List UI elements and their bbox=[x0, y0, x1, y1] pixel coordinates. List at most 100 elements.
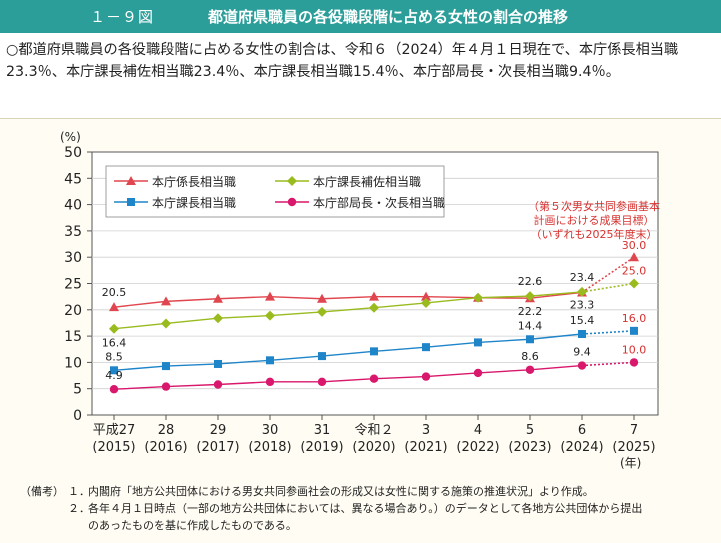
data-point-diamond bbox=[109, 323, 119, 334]
data-label: 4.9 bbox=[105, 369, 123, 382]
data-point-diamond bbox=[369, 302, 379, 313]
note-text-continued: のあったものを基に作成したものである。 bbox=[88, 519, 297, 532]
data-point-circle bbox=[577, 361, 587, 370]
x-tick-year-label: (2022) bbox=[456, 440, 499, 455]
data-label: 9.4 bbox=[573, 346, 591, 359]
data-point-square bbox=[578, 329, 586, 338]
data-point-circle bbox=[161, 382, 171, 391]
series-target-line bbox=[581, 256, 635, 294]
data-point-diamond bbox=[265, 310, 275, 321]
series-target-line bbox=[581, 282, 635, 293]
figure-title-bar: １－９図 都道府県職員の各役職段階に占める女性の割合の推移 bbox=[0, 0, 721, 33]
data-point-diamond bbox=[213, 313, 223, 324]
y-tick-label: 15 bbox=[64, 329, 82, 345]
data-point-triangle bbox=[161, 296, 171, 306]
data-label: 20.5 bbox=[102, 286, 127, 299]
data-point-diamond bbox=[421, 297, 431, 308]
data-point-square bbox=[370, 347, 378, 356]
data-label: 16.4 bbox=[102, 337, 127, 350]
y-tick-label: 35 bbox=[64, 224, 82, 240]
x-tick-year-label: (2015) bbox=[92, 440, 135, 455]
y-tick-label: 45 bbox=[64, 171, 82, 187]
y-tick-label: 0 bbox=[73, 408, 82, 424]
y-tick-label: 20 bbox=[64, 303, 82, 319]
data-point-diamond bbox=[577, 286, 587, 297]
data-point-circle bbox=[109, 385, 119, 394]
x-tick-year-label: (2017) bbox=[196, 440, 239, 455]
data-point-circle bbox=[525, 365, 535, 374]
data-label: 15.4 bbox=[570, 314, 595, 327]
data-point-triangle bbox=[109, 302, 119, 312]
data-point-square bbox=[474, 338, 482, 347]
data-label: 8.6 bbox=[521, 350, 539, 363]
data-point-square bbox=[266, 356, 274, 365]
data-label: 23.3 bbox=[570, 298, 595, 311]
x-tick-label: 29 bbox=[210, 423, 227, 438]
data-point-square bbox=[214, 359, 222, 368]
x-tick-year-label: (2020) bbox=[352, 440, 395, 455]
data-label: 10.0 bbox=[622, 343, 647, 356]
data-point-circle bbox=[265, 377, 275, 387]
data-point-square bbox=[318, 352, 326, 361]
target-note-line: （第５次男女共同参画基本 bbox=[528, 199, 660, 213]
data-point-triangle bbox=[317, 293, 327, 303]
series-line bbox=[113, 364, 583, 390]
x-tick-label: 4 bbox=[474, 423, 482, 438]
data-point-triangle bbox=[629, 252, 639, 262]
data-point-diamond bbox=[317, 306, 327, 317]
legend-box bbox=[105, 165, 445, 218]
data-point-triangle bbox=[126, 176, 136, 185]
data-point-diamond bbox=[473, 292, 483, 303]
note-number: ２． bbox=[68, 502, 90, 515]
x-tick-year-label: (2018) bbox=[248, 440, 291, 455]
data-point-triangle bbox=[421, 291, 431, 301]
x-tick-label: 3 bbox=[422, 423, 430, 438]
data-point-triangle bbox=[213, 293, 223, 303]
data-point-triangle bbox=[265, 291, 275, 301]
series-target-line bbox=[581, 361, 635, 367]
x-tick-label: 6 bbox=[578, 423, 586, 438]
note-row: ２． 各年４月１日時点（一部の地方公共団体においては、異なる場合あり。）のデータ… bbox=[20, 500, 710, 517]
data-label: 30.0 bbox=[622, 239, 647, 252]
data-label: 16.0 bbox=[622, 312, 647, 325]
legend-label: 本庁係長相当職 bbox=[152, 175, 236, 189]
x-tick-label: 平成27 bbox=[93, 423, 136, 438]
data-point-diamond bbox=[525, 291, 535, 302]
notes: （備考） １． 内閣府「地方公共団体における男女共同参画社会の形成又は女性に関す… bbox=[20, 483, 710, 534]
x-tick-year-label: (2021) bbox=[404, 440, 447, 455]
x-tick-year-label: (2023) bbox=[508, 440, 551, 455]
data-point-diamond bbox=[629, 278, 639, 289]
data-label: 22.6 bbox=[518, 275, 543, 288]
legend-label: 本庁部局長・次長相当職 bbox=[313, 195, 445, 210]
data-label: 8.5 bbox=[105, 350, 123, 363]
legend-label: 本庁課長相当職 bbox=[152, 195, 236, 210]
data-point-circle bbox=[369, 374, 379, 383]
legend-label: 本庁課長補佐相当職 bbox=[313, 174, 421, 189]
x-tick-label: 7 bbox=[630, 423, 638, 438]
data-point-triangle bbox=[369, 291, 379, 301]
data-point-circle bbox=[287, 197, 297, 207]
data-point-square bbox=[162, 362, 170, 371]
data-point-square bbox=[526, 335, 534, 344]
x-tick-year-label: (2016) bbox=[144, 440, 187, 455]
summary-box: ○都道府県職員の各役職段階に占める女性の割合は、令和６（2024）年４月１日現在… bbox=[0, 33, 721, 119]
note-text: 内閣府「地方公共団体における男女共同参画社会の形成又は女性に関する施策の推進状況… bbox=[88, 485, 594, 498]
x-tick-year-label: (2019) bbox=[300, 440, 343, 455]
data-point-square bbox=[127, 198, 135, 206]
target-note-line: （いずれも2025年度末） bbox=[531, 227, 658, 241]
figure-number: １－９図 bbox=[90, 8, 155, 26]
series-line bbox=[113, 291, 583, 330]
summary-text: ○都道府県職員の各役職段階に占める女性の割合は、令和６（2024）年４月１日現在… bbox=[6, 42, 679, 80]
note-number: １． bbox=[68, 485, 90, 498]
x-tick-label: 令和２ bbox=[354, 423, 393, 438]
data-point-circle bbox=[317, 377, 327, 387]
note-row: （備考） １． 内閣府「地方公共団体における男女共同参画社会の形成又は女性に関す… bbox=[20, 483, 710, 500]
figure-title: 都道府県職員の各役職段階に占める女性の割合の推移 bbox=[208, 8, 569, 26]
data-point-diamond bbox=[287, 176, 297, 186]
y-tick-label: 50 bbox=[64, 145, 82, 161]
x-tick-year-label: (2025) bbox=[612, 440, 655, 455]
series-line bbox=[113, 333, 583, 371]
x-tick-label: 31 bbox=[314, 423, 331, 438]
x-tick-label: 30 bbox=[262, 423, 279, 438]
series-line bbox=[113, 291, 583, 308]
